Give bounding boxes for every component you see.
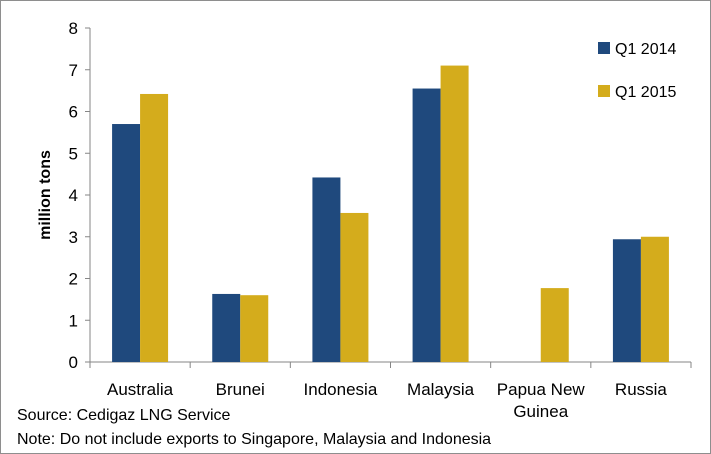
y-tick-label: 8 bbox=[69, 19, 78, 38]
bar-q1-2014 bbox=[112, 124, 141, 363]
bar-q1-2014 bbox=[312, 177, 341, 362]
y-tick-label: 0 bbox=[69, 353, 78, 372]
axes bbox=[85, 27, 692, 368]
x-category-label: Papua New bbox=[497, 380, 586, 399]
x-category-label: Guinea bbox=[513, 402, 568, 421]
bar-q1-2015 bbox=[640, 236, 669, 362]
y-tick-label: 2 bbox=[69, 270, 78, 289]
labels: 0 1 2 3 4 5 6 7 8 million tons Australia Brunei Indo… bbox=[37, 19, 667, 421]
legend-label: Q1 2015 bbox=[615, 84, 676, 101]
note-line: Source: Cedigaz LNG Service bbox=[17, 407, 231, 424]
bar-q1-2014 bbox=[612, 239, 641, 362]
y-tick-label: 6 bbox=[69, 103, 78, 122]
legend-label: Q1 2014 bbox=[615, 41, 676, 58]
x-category-label: Indonesia bbox=[304, 380, 378, 399]
bar-q1-2015 bbox=[140, 93, 169, 362]
bar-q1-2015 bbox=[340, 212, 369, 362]
bar-q1-2014 bbox=[412, 88, 441, 362]
y-tick-label: 5 bbox=[69, 144, 78, 163]
legend-swatch bbox=[598, 42, 610, 54]
notes: Source: Cedigaz LNG Service Note: Do not … bbox=[17, 407, 491, 448]
y-tick-label: 7 bbox=[69, 61, 78, 80]
x-category-label: Australia bbox=[107, 380, 174, 399]
legend: Q1 2014 Q1 2015 bbox=[598, 41, 676, 101]
bars bbox=[112, 65, 669, 363]
note-line: Note: Do not include exports to Singapor… bbox=[17, 431, 491, 448]
y-tick-label: 1 bbox=[69, 311, 78, 330]
bar-q1-2014 bbox=[212, 293, 241, 362]
bar-q1-2015 bbox=[440, 65, 469, 362]
y-axis-label: million tons bbox=[37, 150, 54, 240]
legend-swatch bbox=[598, 85, 610, 97]
y-tick-label: 3 bbox=[69, 228, 78, 247]
x-category-label: Russia bbox=[615, 380, 668, 399]
bar-q1-2015 bbox=[240, 295, 269, 362]
x-category-label: Malaysia bbox=[407, 380, 475, 399]
x-category-label: Brunei bbox=[216, 380, 265, 399]
bar-q1-2015 bbox=[540, 288, 569, 362]
y-tick-label: 4 bbox=[69, 186, 78, 205]
